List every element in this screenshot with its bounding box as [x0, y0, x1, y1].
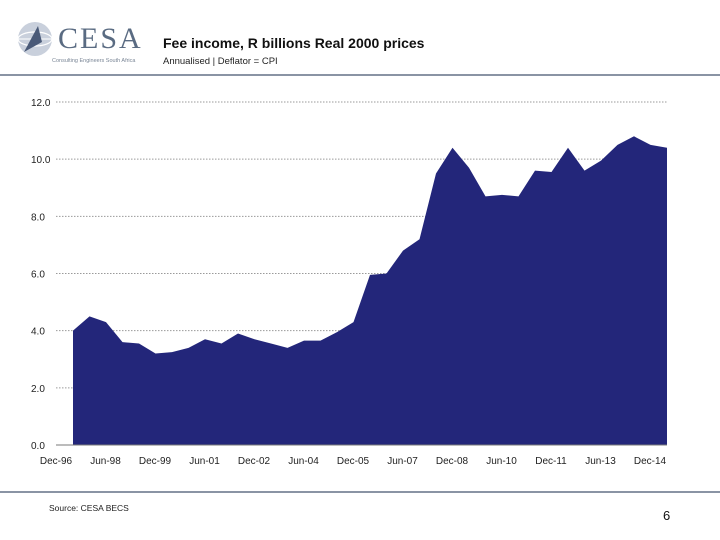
logo-wordmark: CESA — [58, 22, 143, 55]
x-tick-label: Jun-07 — [387, 456, 418, 467]
x-tick-label: Dec-11 — [535, 456, 567, 467]
y-tick-label: 2.0 — [31, 384, 45, 395]
tick-labels: 0.0 2.0 4.0 6.0 8.0 10.0 12.0 Dec-96 Jun-98 Dec-9… — [31, 98, 667, 467]
area-series — [73, 136, 667, 446]
x-tick-label: Dec-08 — [436, 456, 469, 467]
fee-income-area — [73, 136, 667, 446]
x-tick-label: Jun-04 — [288, 456, 319, 467]
x-tick-label: Jun-98 — [90, 456, 121, 467]
y-tick-label: 12.0 — [31, 98, 51, 109]
page-number: 6 — [663, 508, 671, 523]
x-tick-label: Jun-10 — [486, 456, 517, 467]
x-tick-label: Jun-01 — [189, 456, 220, 467]
source-note: Source: CESA BECS — [49, 503, 129, 513]
globe-icon — [17, 22, 53, 56]
y-tick-label: 8.0 — [31, 212, 45, 223]
y-tick-label: 0.0 — [31, 441, 45, 452]
logo-tagline: Consulting Engineers South Africa — [52, 58, 136, 64]
x-tick-label: Dec-99 — [139, 456, 172, 467]
x-tick-label: Dec-14 — [634, 456, 667, 467]
cesa-logo: CESA Consulting Engineers South Africa — [14, 18, 144, 68]
x-tick-label: Dec-96 — [40, 456, 73, 467]
x-tick-label: Dec-02 — [238, 456, 271, 467]
x-tick-label: Jun-13 — [585, 456, 616, 467]
x-tick-label: Dec-05 — [337, 456, 370, 467]
y-tick-label: 4.0 — [31, 327, 45, 338]
y-tick-label: 6.0 — [31, 270, 45, 281]
chart-subtitle: Annualised | Deflator = CPI — [163, 56, 278, 67]
footer-divider — [0, 491, 720, 493]
fee-income-area-chart: 0.0 2.0 4.0 6.0 8.0 10.0 12.0 Dec-96 Jun-98 Dec-9… — [31, 98, 667, 467]
header-divider — [0, 74, 720, 76]
chart-title: Fee income, R billions Real 2000 prices — [163, 35, 425, 51]
y-tick-label: 10.0 — [31, 155, 51, 166]
